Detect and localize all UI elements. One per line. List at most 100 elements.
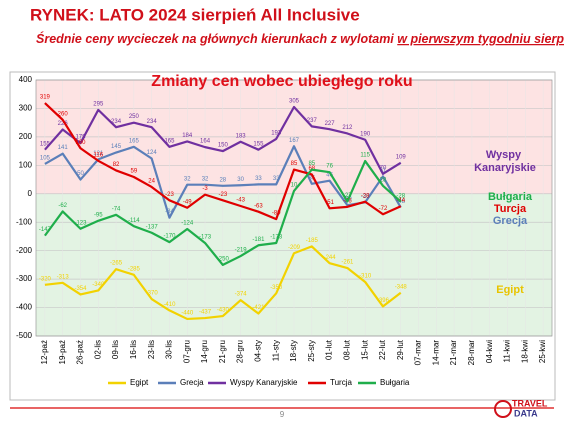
x-tick-label: 04-kwi: [485, 340, 494, 363]
x-tick-label: 28-mar: [467, 340, 476, 366]
data-label: 116: [93, 152, 103, 158]
data-label: 155: [253, 141, 264, 147]
data-label: -51: [325, 200, 334, 206]
data-label: -23: [218, 192, 227, 198]
data-label: -48: [396, 199, 405, 205]
data-label: 85: [308, 161, 315, 167]
x-tick-label: 08-lut: [342, 339, 351, 360]
data-label: 165: [164, 138, 175, 144]
data-label: -265: [110, 261, 123, 267]
data-label: 184: [182, 133, 193, 139]
data-label: 50: [77, 171, 84, 177]
logo-icon: [494, 400, 512, 418]
page-number: 9: [280, 410, 285, 419]
data-label: 193: [271, 130, 282, 136]
data-label: 76: [326, 164, 333, 170]
data-label: 155: [40, 141, 51, 147]
y-tick-label: 400: [19, 75, 33, 84]
series-line: [44, 145, 402, 219]
x-tick-label: 07-gru: [182, 340, 191, 363]
chart-frame: [9, 71, 556, 401]
data-label: -410: [163, 302, 176, 308]
x-tick-label: 01-lut: [325, 339, 334, 360]
data-label: -27: [343, 193, 352, 199]
data-label: -350: [270, 285, 283, 291]
data-label: -114: [128, 218, 140, 224]
x-tick-label: 14-gru: [200, 340, 209, 363]
data-label: -437: [199, 310, 212, 316]
data-label: 319: [40, 95, 51, 101]
y-tick-label: -300: [16, 274, 33, 283]
series-annotation: Bułgaria: [488, 191, 533, 203]
x-tick-label: 28-gru: [236, 340, 245, 363]
x-tick-label: 30-lis: [165, 340, 174, 359]
data-label: -430: [217, 308, 230, 314]
data-label: 237: [307, 118, 318, 124]
data-label: -72: [379, 206, 388, 212]
data-label: -43: [236, 198, 245, 204]
data-label: -28: [396, 193, 405, 199]
series-line: [44, 159, 402, 266]
x-tick-label: 29-lut: [396, 339, 405, 360]
data-label: 226: [58, 121, 69, 127]
data-label: 28: [380, 177, 387, 183]
data-label: 150: [218, 143, 229, 149]
data-label: -185: [306, 238, 319, 244]
y-tick-label: 100: [19, 160, 33, 169]
legend-label: Wyspy Kanaryjskie: [230, 378, 298, 387]
annotation-line: Kanaryjskie: [474, 162, 536, 174]
x-tick-label: 23-lis: [147, 340, 156, 359]
x-tick-label: 11-kwi: [503, 340, 512, 363]
y-tick-label: 0: [28, 189, 33, 198]
data-label: 33: [273, 176, 280, 182]
data-label: -244: [324, 255, 337, 261]
data-label: -63: [254, 203, 263, 209]
page-subtitle: Średnie ceny wycieczek na głównych kieru…: [36, 31, 564, 46]
data-label: -340: [92, 282, 105, 288]
x-tick-label: 21-mar: [449, 340, 458, 366]
series-annotation: Grecja: [493, 215, 528, 227]
logo-top: TRAVEL: [512, 398, 548, 408]
data-label: -173: [270, 235, 283, 241]
series-annotation: Wyspy Kanaryjskie: [474, 149, 536, 174]
x-tick-label: 18-kwi: [520, 340, 529, 363]
data-label: 32: [202, 176, 209, 182]
x-tick-label: 15-lut: [360, 339, 369, 360]
data-label: 212: [342, 125, 353, 131]
data-label: 183: [236, 133, 247, 139]
data-label: 30: [237, 177, 244, 183]
data-label: -147: [39, 227, 52, 233]
data-label: -62: [58, 203, 67, 209]
subtitle-underlined: w pierwszym tygodniu sierpnia: [397, 32, 564, 46]
data-label: 115: [360, 153, 370, 159]
data-label: -421: [252, 305, 265, 311]
data-label: 295: [93, 101, 104, 107]
data-label: 28: [219, 177, 226, 183]
data-label: 260: [58, 111, 69, 117]
data-label: 70: [380, 165, 387, 171]
data-label: 165: [129, 138, 140, 144]
data-label: -28: [361, 193, 370, 199]
data-label: 85: [291, 161, 298, 167]
data-label: 32: [184, 176, 191, 182]
data-label: -370: [146, 291, 159, 297]
data-label: -285: [128, 266, 141, 272]
data-label: 61: [380, 168, 387, 174]
data-label: -320: [39, 276, 52, 282]
x-tick-label: 18-sty: [289, 340, 298, 362]
series-line: [44, 105, 402, 175]
data-label: -3: [202, 186, 208, 192]
x-tick-label: 07-mar: [414, 340, 423, 366]
data-label: 109: [396, 154, 407, 160]
plot: -500 -400 -300 -200 -100 0 100 200 300 400 12-paź 1…: [16, 73, 553, 387]
data-label: -74: [112, 206, 121, 212]
data-label: -374: [235, 292, 248, 298]
data-label: -313: [57, 274, 70, 280]
data-label: -123: [74, 220, 87, 226]
y-tick-label: 200: [19, 132, 33, 141]
plot-border: [35, 79, 553, 337]
data-label: 105: [40, 155, 51, 161]
data-label: -181: [252, 237, 265, 243]
data-label: -209: [288, 245, 301, 251]
